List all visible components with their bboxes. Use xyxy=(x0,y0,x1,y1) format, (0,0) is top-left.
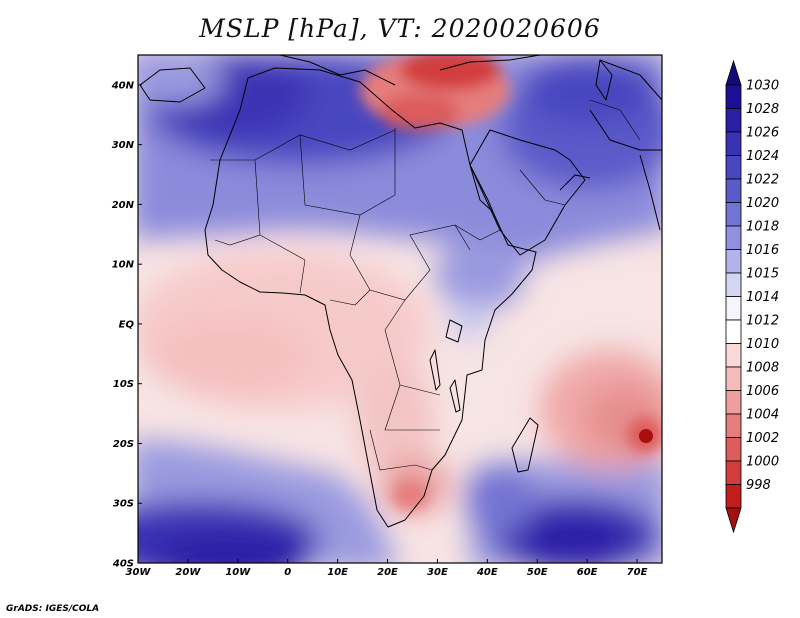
pressure-field xyxy=(138,55,662,563)
lon-tick-label: 30W xyxy=(126,567,152,578)
cyclone-center xyxy=(639,429,653,443)
colorbar-label: 1006 xyxy=(746,384,779,399)
colorbar-label: 1028 xyxy=(746,102,779,117)
lat-tick-label: 40S xyxy=(112,559,134,570)
lon-tick-label: 40E xyxy=(476,567,498,578)
colorbar-swatch xyxy=(725,343,742,368)
colorbar: 1030 1028 1026 1024 1022 1020 1018 1016 1015 1014… xyxy=(725,59,779,534)
colorbar-swatch xyxy=(725,84,742,109)
chart-title: MSLP [hPa], VT: 2020020606 xyxy=(199,14,601,43)
colorbar-swatch xyxy=(725,155,742,180)
colorbar-label: 1018 xyxy=(746,220,779,235)
colorbar-label: 1004 xyxy=(746,408,779,423)
colorbar-swatch xyxy=(725,296,742,321)
colorbar-label: 1016 xyxy=(746,243,779,258)
lon-tick-label: 20E xyxy=(377,567,398,578)
colorbar-label: 1024 xyxy=(746,149,779,164)
colorbar-over-arrow xyxy=(725,59,742,86)
latitude-axis: 40N 30N 20N 10N EQ 10S 20S 30S 40S xyxy=(111,80,142,570)
map-frame xyxy=(137,54,663,564)
colorbar-swatch xyxy=(725,319,742,344)
lat-tick-label: 30N xyxy=(112,140,135,151)
colorbar-swatch xyxy=(725,131,742,156)
lat-tick-label: 20S xyxy=(113,439,134,450)
colorbar-swatch xyxy=(725,484,742,509)
colorbar-swatch xyxy=(725,460,742,485)
colorbar-swatch xyxy=(725,249,742,274)
coastlines xyxy=(139,55,662,528)
colorbar-swatch xyxy=(725,437,742,462)
lat-tick-label: 20N xyxy=(112,200,135,211)
colorbar-label: 1022 xyxy=(746,173,779,188)
colorbar-label: 1002 xyxy=(746,431,779,446)
colorbar-label: 1015 xyxy=(746,267,779,282)
colorbar-swatch xyxy=(725,366,742,391)
longitude-axis: 30W 20W 10W 0 10E 20E 30E 40E 50E 60E 70E xyxy=(126,559,648,578)
lon-tick-label: 30E xyxy=(427,567,448,578)
colorbar-label: 1012 xyxy=(746,314,779,329)
lon-tick-label: 60E xyxy=(577,567,598,578)
colorbar-swatch xyxy=(725,108,742,133)
lat-tick-label: 10S xyxy=(113,379,134,390)
colorbar-under-arrow xyxy=(725,507,742,534)
colorbar-label: 1000 xyxy=(746,455,779,470)
colorbar-label: 1030 xyxy=(746,79,779,94)
colorbar-label: 1020 xyxy=(746,196,779,211)
lat-tick-label: 40N xyxy=(111,80,135,91)
colorbar-swatch xyxy=(725,390,742,415)
lon-tick-label: 50E xyxy=(527,567,548,578)
colorbar-swatch xyxy=(725,225,742,250)
colorbar-label: 998 xyxy=(746,478,771,493)
lat-tick-label: 10N xyxy=(112,260,135,271)
lat-tick-label: EQ xyxy=(119,319,135,330)
lon-tick-label: 20W xyxy=(175,567,201,578)
lon-tick-label: 10E xyxy=(327,567,348,578)
colorbar-swatch xyxy=(725,413,742,438)
colorbar-swatch xyxy=(725,202,742,227)
colorbar-swatch xyxy=(725,178,742,203)
colorbar-label: 1014 xyxy=(746,290,779,305)
colorbar-swatch xyxy=(725,272,742,297)
colorbar-label: 1010 xyxy=(746,337,779,352)
borders xyxy=(210,99,641,471)
colorbar-label: 1026 xyxy=(746,126,779,141)
lon-tick-label: 0 xyxy=(284,567,291,578)
lon-tick-label: 70E xyxy=(627,567,648,578)
colorbar-label: 1008 xyxy=(746,361,779,376)
grads-credit: GrADS: IGES/COLA xyxy=(6,604,100,614)
lon-tick-label: 10W xyxy=(225,567,251,578)
lat-tick-label: 30S xyxy=(113,499,134,510)
